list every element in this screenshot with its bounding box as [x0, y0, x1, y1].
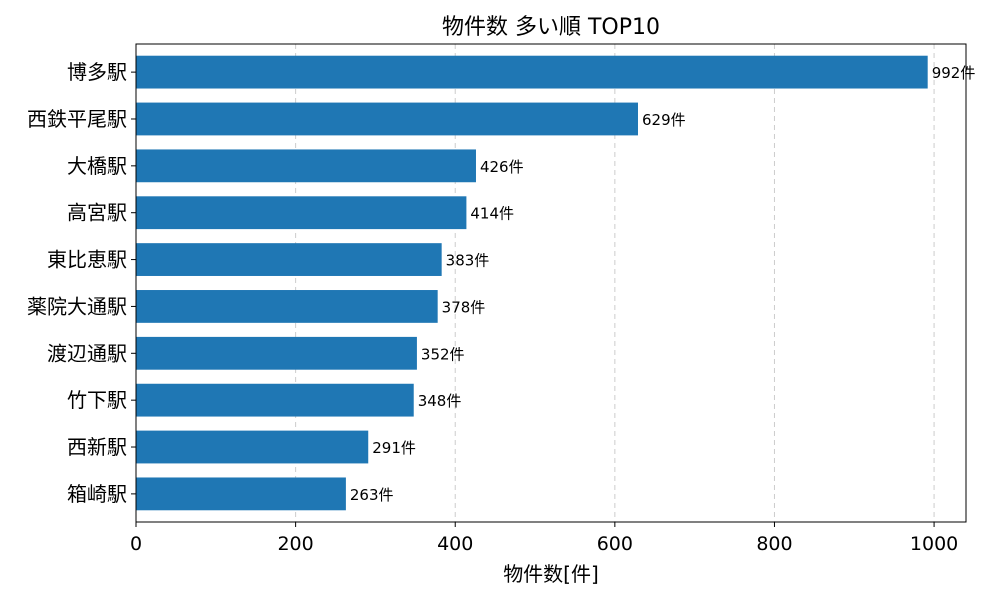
- data-label: 629件: [642, 111, 686, 129]
- bar: [136, 383, 414, 417]
- data-label: 378件: [442, 298, 486, 316]
- category-label: 東比恵駅: [47, 248, 127, 272]
- data-label: 352件: [421, 345, 465, 363]
- bar: [136, 430, 369, 464]
- category-label: 渡辺通駅: [47, 341, 127, 365]
- bar: [136, 149, 476, 183]
- data-label: 383件: [446, 252, 490, 270]
- data-label: 263件: [350, 486, 394, 504]
- bar: [136, 243, 442, 276]
- bars-group: [136, 55, 928, 511]
- bar: [136, 477, 346, 511]
- x-axis-label: 物件数[件]: [503, 562, 599, 586]
- category-label: 西鉄平尾駅: [27, 107, 127, 131]
- category-label: 西新駅: [67, 435, 127, 459]
- bar: [136, 55, 928, 89]
- category-label: 大橋駅: [67, 154, 127, 178]
- category-label: 竹下駅: [67, 388, 127, 412]
- data-label: 992件: [932, 64, 976, 82]
- x-tick-label: 600: [597, 533, 633, 555]
- category-label: 博多駅: [67, 60, 127, 84]
- plot-frame: [135, 43, 967, 523]
- data-label: 348件: [418, 392, 462, 410]
- x-tick-label: 800: [756, 533, 792, 555]
- x-tick-label: 200: [277, 533, 313, 555]
- x-axis-ticks: 0 200 400 600 800 1000: [130, 522, 958, 555]
- bar: [136, 290, 438, 323]
- x-tick-label: 400: [437, 533, 473, 555]
- data-label: 414件: [470, 205, 514, 223]
- x-tick-label: 1000: [910, 533, 958, 555]
- data-label: 426件: [480, 158, 524, 176]
- category-label: 高宮駅: [67, 201, 127, 225]
- bar: [136, 196, 467, 230]
- data-label: 291件: [372, 439, 416, 457]
- chart-title: 物件数 多い順 TOP10: [442, 15, 660, 40]
- bar: [136, 336, 417, 370]
- bar: [136, 102, 638, 136]
- x-tick-label: 0: [130, 533, 142, 555]
- data-labels-group: 992件 629件 426件 414件 383件 378件 352件 348件 291件 263件: [350, 64, 975, 504]
- category-label: 薬院大通駅: [27, 294, 127, 318]
- category-label: 箱崎駅: [67, 482, 127, 506]
